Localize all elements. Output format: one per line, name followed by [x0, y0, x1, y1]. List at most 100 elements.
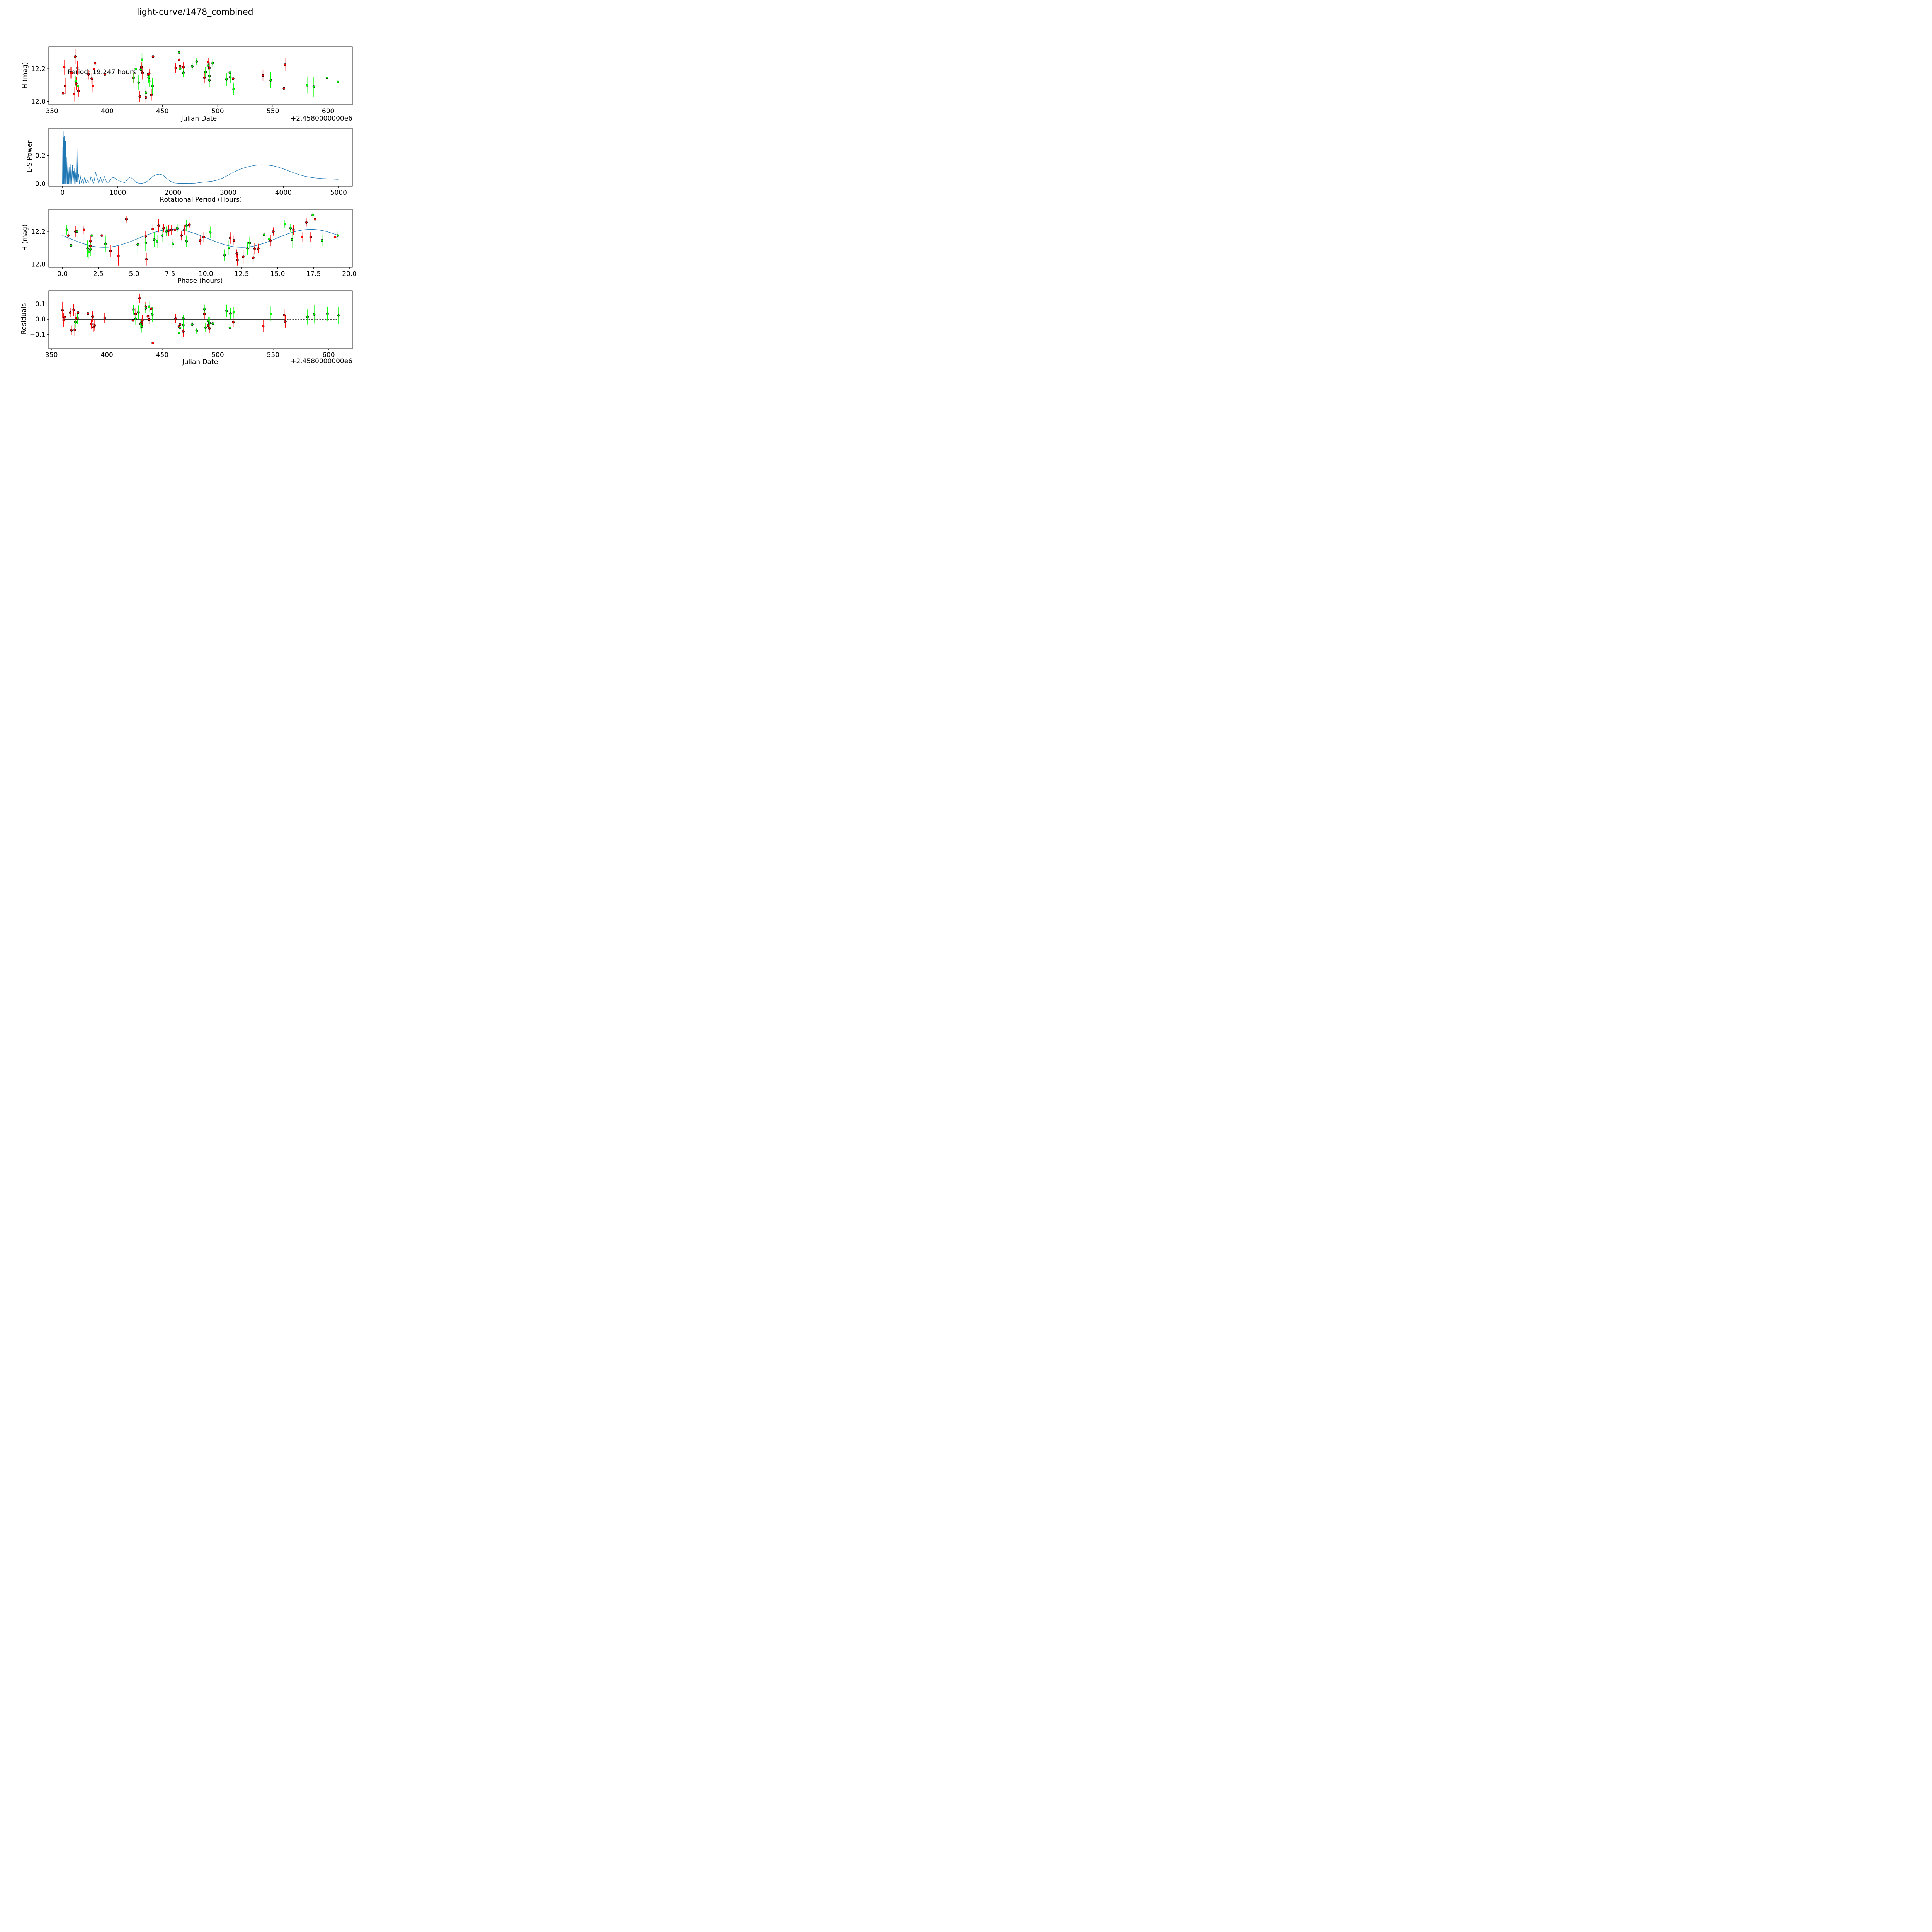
periodogram-panel: Rotational Period (Hours) L-S Power: [26, 141, 242, 204]
residuals-red-point: [87, 312, 90, 315]
residuals-red-point: [148, 318, 150, 321]
lightcurve-red-point: [61, 92, 65, 95]
phase-green-point: [248, 242, 251, 244]
phase-red-point: [125, 218, 128, 221]
lightcurve-ytick-label: 12.0: [31, 98, 46, 106]
residuals-xtick-label: 450: [156, 351, 168, 359]
lightcurve-green-point: [325, 76, 328, 79]
lightcurve-green-point: [232, 88, 235, 91]
residuals-red-point: [134, 312, 137, 315]
residuals-green-point: [207, 319, 210, 322]
phase-red-point: [292, 228, 295, 231]
residuals-red-point: [93, 324, 96, 327]
lightcurve-green-point: [132, 76, 135, 79]
phase-green-point: [283, 223, 286, 226]
phase-red-point: [188, 223, 191, 226]
periodogram-xtick-label: 4000: [275, 189, 292, 197]
periodogram-xtick-label: 3000: [220, 189, 236, 197]
phase-green-point: [136, 243, 139, 246]
residuals-green-point: [326, 312, 329, 315]
lightcurve-red-point: [148, 72, 151, 75]
lightcurve-red-point: [77, 89, 80, 92]
phase-green-point: [228, 246, 230, 249]
periodogram-xtick-label: 1000: [109, 189, 126, 197]
phase-red-point: [167, 229, 170, 232]
lightcurve-red-point: [182, 66, 185, 69]
phase-red-point: [252, 256, 255, 259]
lightcurve-green-point: [191, 65, 194, 68]
phase-red-point: [301, 236, 303, 239]
phase-green-point: [153, 238, 156, 241]
lightcurve-red-point: [208, 66, 211, 70]
phase-red-point: [109, 250, 112, 253]
phase-red-point: [145, 258, 148, 261]
phase-frame: [48, 209, 353, 268]
phase-green-point: [223, 254, 226, 257]
residuals-offset-label: +2.4580000000e6: [291, 357, 352, 365]
lightcurve-red-point: [74, 55, 77, 58]
lightcurve-xtick-label: 450: [156, 107, 168, 115]
lightcurve-red-point: [138, 95, 141, 98]
phase-xtick-label: 17.5: [306, 270, 321, 278]
phase-red-point: [89, 240, 92, 243]
residuals-red-point: [150, 307, 153, 310]
phase-red-point: [305, 221, 308, 224]
lightcurve-red-point: [92, 85, 94, 87]
lightcurve-xtick-label: 350: [46, 107, 58, 115]
phase-xtick-label: 2.5: [93, 270, 104, 278]
phase-green-point: [289, 227, 292, 230]
residuals-green-point: [211, 322, 214, 325]
residuals-red-point: [207, 324, 210, 327]
residuals-red-point: [182, 330, 185, 333]
residuals-xlabel: Julian Date: [182, 358, 218, 366]
lightcurve-ylabel: H (mag): [21, 62, 29, 88]
phase-red-point: [272, 230, 275, 233]
lightcurve-green-point: [228, 71, 231, 74]
lightcurve-red-point: [207, 61, 210, 64]
phase-red-point: [67, 234, 70, 237]
residuals-green-point: [204, 326, 207, 329]
periodogram-xtick-label: 5000: [330, 189, 347, 197]
phase-green-point: [185, 224, 188, 227]
phase-xlabel: Phase (hours): [177, 277, 223, 285]
lightcurve-green-point: [77, 85, 80, 87]
lightcurve-green-point: [208, 75, 211, 78]
phase-red-point: [199, 239, 202, 242]
lightcurve-red-point: [90, 77, 93, 80]
phase-panel: Phase (hours) H (mag): [21, 224, 223, 285]
residuals-red-point: [284, 320, 287, 323]
residuals-plot-area: [61, 293, 340, 347]
phase-plot-area: [62, 212, 339, 266]
phase-xtick-label: 15.0: [270, 270, 285, 278]
phase-red-point: [233, 239, 235, 242]
residuals-green-point: [177, 332, 180, 335]
lightcurve-green-point: [145, 91, 147, 94]
phase-model-curve: [62, 229, 339, 248]
phase-ytick-label: 12.2: [31, 228, 46, 236]
lightcurve-xtick-label: 550: [267, 107, 279, 115]
lightcurve-red-point: [76, 66, 79, 70]
residuals-red-point: [92, 326, 95, 329]
lightcurve-red-point: [177, 58, 180, 61]
phase-green-point: [104, 242, 107, 245]
residuals-green-point: [269, 313, 272, 315]
lightcurve-green-point: [312, 85, 315, 88]
lightcurve-red-point: [92, 67, 95, 70]
lightcurve-red-point: [203, 76, 206, 79]
lightcurve-red-point: [140, 66, 143, 69]
phase-xtick-label: 20.0: [342, 270, 357, 278]
residuals-frame: [48, 290, 353, 349]
lightcurve-green-point: [147, 76, 150, 79]
residuals-green-point: [203, 308, 206, 311]
period-annotation: Period: 19.247 hours: [68, 68, 136, 76]
residuals-red-point: [146, 315, 150, 318]
lightcurve-green-point: [211, 61, 214, 65]
residuals-red-point: [208, 327, 211, 330]
lightcurve-red-point: [104, 73, 107, 76]
phase-green-point: [156, 240, 158, 243]
phase-green-point: [262, 233, 265, 236]
lightcurve-red-point: [63, 66, 66, 69]
phase-red-point: [180, 234, 183, 237]
phase-red-point: [235, 252, 238, 255]
periodogram-xlabel: Rotational Period (Hours): [160, 196, 242, 204]
